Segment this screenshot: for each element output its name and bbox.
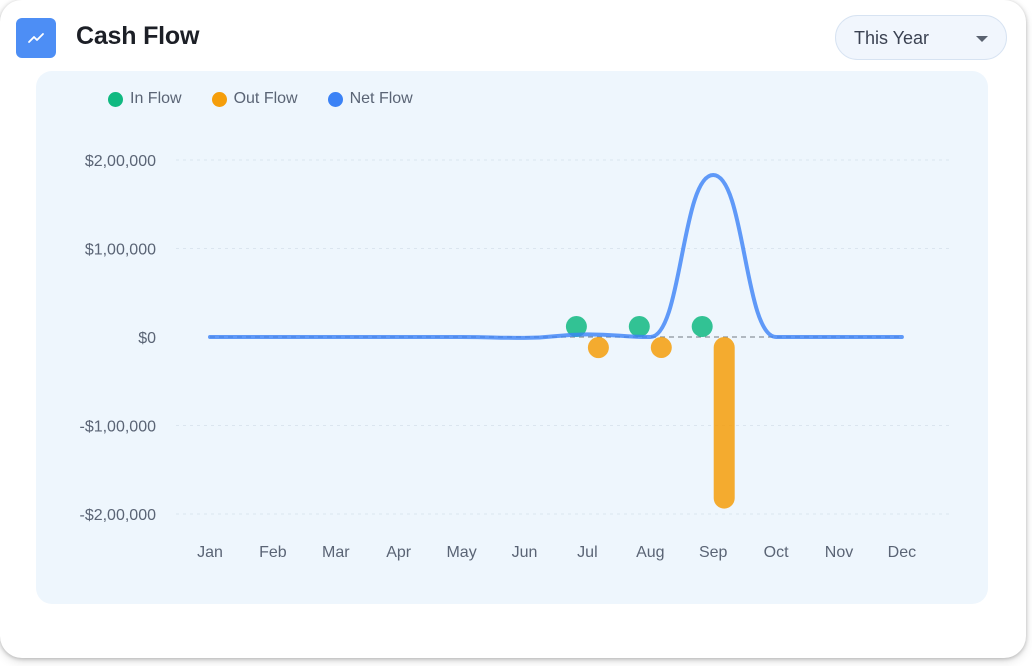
caret-down-icon bbox=[976, 36, 988, 42]
y-tick-label: $1,00,000 bbox=[85, 242, 156, 259]
y-tick-label: $0 bbox=[138, 330, 156, 347]
legend-item-out-flow[interactable]: Out Flow bbox=[211, 90, 298, 108]
chart-panel: In Flow Out Flow Net Flow $2,00,000 $1,00,0… bbox=[36, 71, 988, 604]
out-flow-bar bbox=[587, 337, 609, 359]
legend-item-in-flow[interactable]: In Flow bbox=[108, 90, 182, 108]
y-tick-label: $2,00,000 bbox=[85, 153, 156, 170]
x-tick-label: Dec bbox=[888, 544, 916, 561]
legend-swatch bbox=[211, 91, 227, 107]
y-tick-label: -$1,00,000 bbox=[79, 419, 156, 436]
y-tick-label: -$2,00,000 bbox=[79, 507, 156, 524]
cash-flow-chart: $2,00,000 $1,00,000 $0 -$1,00,000 -$2,00,000… bbox=[79, 153, 952, 561]
legend-item-net-flow[interactable]: Net Flow bbox=[327, 90, 413, 108]
period-select-value: This Year bbox=[854, 28, 930, 48]
x-tick-label: Jun bbox=[512, 544, 538, 561]
chart-legend: In Flow Out Flow Net Flow bbox=[108, 90, 443, 108]
legend-swatch bbox=[108, 91, 123, 107]
x-tick-label: Jan bbox=[197, 544, 223, 561]
period-select[interactable]: This Year bbox=[835, 15, 1007, 60]
legend-label: Out Flow bbox=[233, 90, 298, 107]
out-flow-bar bbox=[713, 337, 735, 509]
legend-label: Net Flow bbox=[349, 90, 413, 107]
card-title: Cash Flow bbox=[76, 22, 200, 50]
net-flow-line bbox=[208, 173, 904, 340]
out-flow-bar bbox=[650, 337, 672, 358]
x-tick-label: Aug bbox=[636, 544, 664, 561]
in-flow-bar bbox=[628, 316, 650, 337]
legend-swatch bbox=[327, 91, 343, 107]
trend-line-icon bbox=[16, 18, 56, 58]
in-flow-bar bbox=[565, 316, 587, 337]
in-flow-bar bbox=[691, 316, 713, 337]
x-tick-label: May bbox=[446, 544, 476, 561]
x-tick-label: Nov bbox=[825, 544, 853, 561]
x-tick-label: Sep bbox=[699, 544, 728, 561]
x-tick-label: Jul bbox=[577, 544, 597, 561]
x-tick-label: Apr bbox=[386, 544, 412, 561]
x-tick-label: Mar bbox=[322, 544, 350, 561]
x-tick-label: Oct bbox=[764, 544, 789, 561]
x-tick-label: Feb bbox=[259, 544, 287, 561]
legend-label: In Flow bbox=[130, 90, 182, 107]
